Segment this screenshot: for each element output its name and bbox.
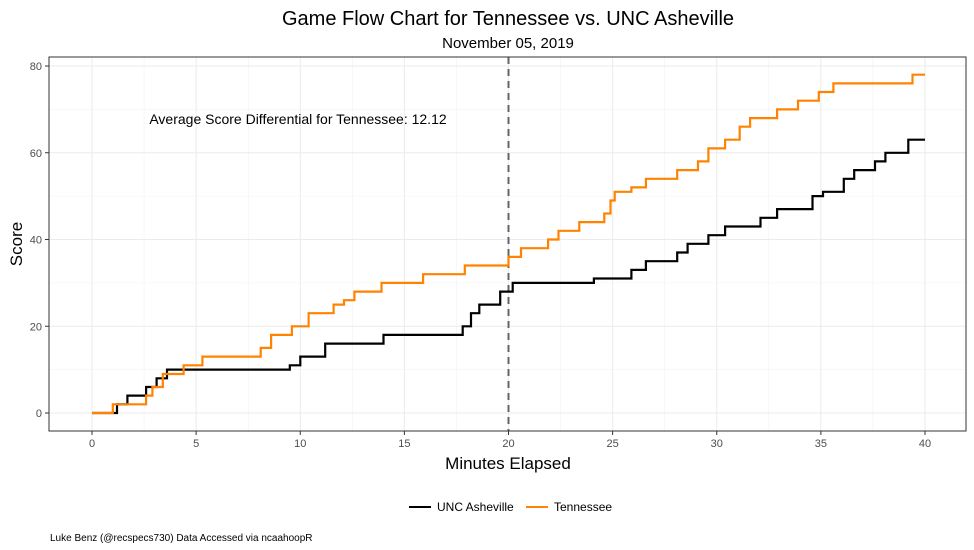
chart-subtitle: November 05, 2019 xyxy=(442,35,574,52)
axis-ticks: 0 5 10 15 20 25 30 35 40 0 20 40 60 80 xyxy=(30,61,931,450)
legend-label-tennessee: Tennessee xyxy=(554,500,612,514)
plot-panel-border xyxy=(48,56,967,432)
x-tick-label: 10 xyxy=(294,438,306,450)
x-tick-label: 15 xyxy=(398,438,410,450)
series-line-tennessee xyxy=(92,73,925,415)
series-line-unc-asheville xyxy=(92,138,925,415)
x-tick-label: 40 xyxy=(919,438,931,450)
y-tick-label: 60 xyxy=(30,148,42,160)
x-tick-label: 30 xyxy=(711,438,723,450)
y-tick-label: 40 xyxy=(30,235,42,247)
x-axis-title: Minutes Elapsed xyxy=(445,454,571,473)
score-differential-annotation: Average Score Differential for Tennessee… xyxy=(149,111,447,127)
x-tick-label: 0 xyxy=(89,438,95,450)
x-tick-label: 35 xyxy=(815,438,827,450)
legend-label-unc-asheville: UNC Asheville xyxy=(437,500,514,514)
x-tick-label: 25 xyxy=(607,438,619,450)
y-tick-label: 80 xyxy=(30,61,42,73)
y-tick-label: 0 xyxy=(36,408,42,420)
chart-caption: Luke Benz (@recspecs730) Data Accessed v… xyxy=(50,533,313,544)
x-tick-label: 20 xyxy=(502,438,514,450)
y-axis-title: Score xyxy=(7,222,26,266)
series-lines xyxy=(92,73,925,415)
chart-title: Game Flow Chart for Tennessee vs. UNC As… xyxy=(282,8,734,30)
legend: UNC Asheville Tennessee xyxy=(409,500,612,514)
y-tick-label: 20 xyxy=(30,321,42,333)
x-tick-label: 5 xyxy=(193,438,199,450)
